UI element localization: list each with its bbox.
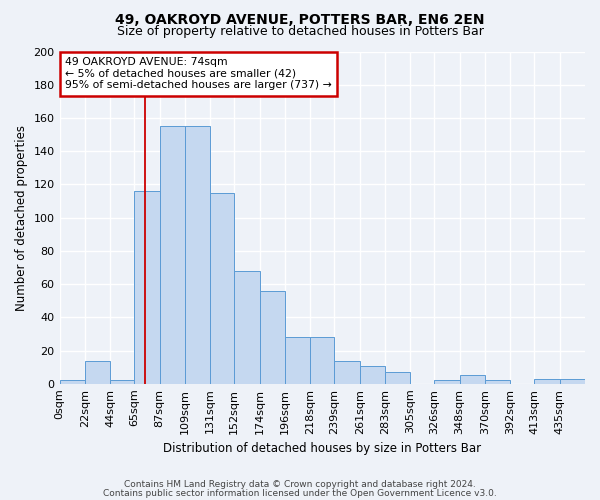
Bar xyxy=(85,360,110,384)
Bar xyxy=(160,126,185,384)
Bar xyxy=(285,338,310,384)
Text: Contains public sector information licensed under the Open Government Licence v3: Contains public sector information licen… xyxy=(103,488,497,498)
Text: 49, OAKROYD AVENUE, POTTERS BAR, EN6 2EN: 49, OAKROYD AVENUE, POTTERS BAR, EN6 2EN xyxy=(115,12,485,26)
Bar xyxy=(535,379,560,384)
Bar xyxy=(485,380,510,384)
Bar xyxy=(385,372,410,384)
Bar xyxy=(334,360,359,384)
Text: Contains HM Land Registry data © Crown copyright and database right 2024.: Contains HM Land Registry data © Crown c… xyxy=(124,480,476,489)
Bar xyxy=(359,366,385,384)
Bar xyxy=(560,379,585,384)
Bar xyxy=(235,271,260,384)
Bar xyxy=(434,380,460,384)
Bar xyxy=(185,126,210,384)
Bar xyxy=(134,191,160,384)
Bar xyxy=(59,380,85,384)
Bar xyxy=(310,338,334,384)
Text: Size of property relative to detached houses in Potters Bar: Size of property relative to detached ho… xyxy=(116,25,484,38)
Bar xyxy=(110,380,134,384)
Bar xyxy=(260,291,285,384)
Y-axis label: Number of detached properties: Number of detached properties xyxy=(15,124,28,310)
X-axis label: Distribution of detached houses by size in Potters Bar: Distribution of detached houses by size … xyxy=(163,442,481,455)
Text: 49 OAKROYD AVENUE: 74sqm
← 5% of detached houses are smaller (42)
95% of semi-de: 49 OAKROYD AVENUE: 74sqm ← 5% of detache… xyxy=(65,57,332,90)
Bar xyxy=(460,376,485,384)
Bar xyxy=(210,192,235,384)
